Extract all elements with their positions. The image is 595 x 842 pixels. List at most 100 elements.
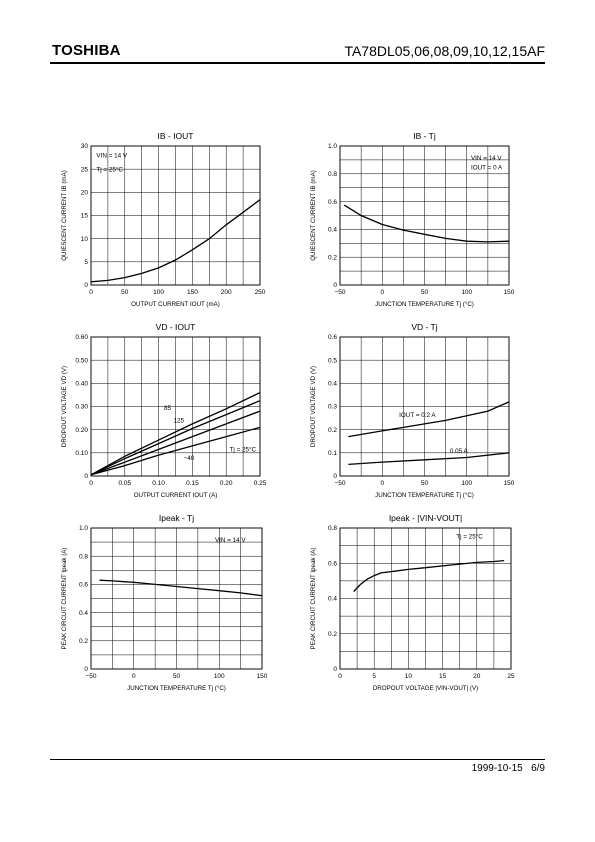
chart-ipeak-vin: 0 5 10 15 20 25 0 0.2 0.4 0.6 0.8 Ipeak - |VIN-VOUT… (310, 513, 515, 692)
series-line (348, 452, 510, 466)
plot-frame (90, 527, 263, 670)
series-line (90, 400, 261, 476)
plot-frame (339, 145, 510, 286)
y-tick-label: 0.4 (328, 381, 337, 388)
y-tick-label: 0.8 (328, 525, 337, 532)
series-line (343, 204, 510, 243)
y-axis-label: PEAK CIRCUIT CURRENT Ipeak (A) (61, 548, 68, 650)
y-tick-label: 0.4 (328, 596, 337, 603)
y-axis-label: DROPOUT VOLTAGE VD (V) (61, 366, 68, 447)
x-tick-label: 150 (187, 289, 198, 296)
series-label: 85 (164, 405, 172, 412)
y-tick-label: 0.6 (328, 334, 337, 341)
x-axis-label: JUNCTION TEMPERATURE Tj (°C) (375, 492, 474, 499)
x-tick-label: 100 (461, 289, 472, 296)
y-tick-label: 0 (333, 666, 337, 673)
x-tick-label: 0.05 (118, 480, 131, 487)
x-tick-label: 50 (421, 289, 429, 296)
series-line (348, 401, 510, 438)
x-tick-label: 0 (132, 673, 136, 680)
chart-title: Ipeak - |VIN-VOUT| (389, 513, 462, 523)
y-tick-label: 0.8 (328, 171, 337, 178)
x-tick-label: −50 (85, 673, 96, 680)
x-axis-label: JUNCTION TEMPERATURE Tj (°C) (375, 301, 474, 308)
chart-title: VD - Tj (411, 322, 437, 332)
brand-logo: TOSHIBA (52, 42, 121, 59)
series-line (90, 392, 261, 476)
y-tick-label: 0.3 (328, 404, 337, 411)
x-axis-label: DROPOUT VOLTAGE |VIN-VOUT| (V) (373, 685, 478, 692)
series-line (99, 579, 263, 597)
footer-page: 6/9 (531, 763, 545, 774)
x-tick-label: 15 (439, 673, 447, 680)
series-label: 0.05 A (450, 448, 469, 455)
x-tick-label: 50 (421, 480, 429, 487)
part-number: TA78DL05,06,08,09,10,12,15AF (344, 43, 545, 59)
chart-title: IB - IOUT (158, 131, 194, 141)
plot-frame (90, 145, 261, 286)
series-line (90, 199, 261, 283)
y-tick-label: 0.2 (328, 427, 337, 434)
x-axis-label: JUNCTION TEMPERATURE Tj (°C) (127, 685, 226, 692)
y-tick-label: 0.6 (328, 199, 337, 206)
y-axis-label: DROPOUT VOLTAGE VD (V) (310, 366, 317, 447)
y-tick-label: 0.10 (75, 450, 88, 457)
x-tick-label: 25 (507, 673, 515, 680)
y-tick-label: 5 (84, 259, 88, 266)
y-axis-label: QUIESCENT CURRENT IB (mA) (310, 170, 317, 261)
x-tick-label: 0.10 (152, 480, 165, 487)
y-tick-label: 15 (81, 213, 89, 220)
plot-frame (339, 527, 512, 670)
x-tick-label: 0 (338, 673, 342, 680)
condition-text: VIN = 14 V (96, 153, 127, 160)
y-tick-label: 0.2 (328, 254, 337, 261)
footer-date: 1999-10-15 (471, 763, 523, 774)
x-tick-label: 0.20 (220, 480, 233, 487)
condition-text: VIN = 14 V (215, 537, 246, 544)
x-tick-label: −50 (334, 480, 345, 487)
y-tick-label: 0.2 (79, 638, 88, 645)
y-tick-label: 1.0 (328, 143, 337, 150)
condition-text: IOUT = 0 A (471, 165, 503, 172)
series-line (90, 410, 261, 476)
x-tick-label: 0 (380, 289, 384, 296)
condition-text: Tj = 25°C (456, 533, 483, 541)
x-tick-label: 150 (504, 289, 515, 296)
x-tick-label: 150 (504, 480, 515, 487)
y-tick-label: 0.1 (328, 450, 337, 457)
series-label: Tj = 25°C (230, 446, 257, 454)
x-tick-label: −50 (334, 289, 345, 296)
series-line (353, 559, 505, 592)
y-tick-label: 0.6 (79, 582, 88, 589)
y-tick-label: 0.30 (75, 404, 88, 411)
x-tick-label: 100 (153, 289, 164, 296)
y-tick-label: 30 (81, 143, 89, 150)
header-rule (50, 62, 545, 64)
series-line (90, 426, 261, 476)
y-tick-label: 0 (84, 666, 88, 673)
y-tick-label: 0 (333, 282, 337, 289)
chart-title: IB - Tj (413, 131, 436, 141)
y-tick-label: 0.4 (79, 610, 88, 617)
y-tick-label: 1.0 (79, 525, 88, 532)
y-tick-label: 0 (84, 473, 88, 480)
series-label: 125 (173, 417, 184, 424)
x-tick-label: 50 (121, 289, 129, 296)
plot-frame (90, 336, 261, 477)
chart-vd-iout: 0 0.05 0.10 0.15 0.20 0.25 0 0.10 0.20 0.30 0.40 0.… (61, 322, 267, 499)
y-tick-label: 0.2 (328, 631, 337, 638)
condition-text: Tj = 25°C (96, 165, 123, 173)
chart-ib-iout: 0 50 100 150 200 250 0 5 10 15 20 25 30 IB - IOUT OUTP… (61, 131, 266, 308)
x-tick-label: 100 (461, 480, 472, 487)
x-tick-label: 0.25 (254, 480, 267, 487)
footer-rule (50, 759, 545, 761)
x-tick-label: 0.15 (186, 480, 199, 487)
series-label: −40 (184, 455, 195, 462)
y-tick-label: 0 (333, 473, 337, 480)
x-axis-label: OUTPUT CURRENT IOUT (mA) (131, 301, 220, 308)
y-tick-label: 0.6 (328, 560, 337, 567)
